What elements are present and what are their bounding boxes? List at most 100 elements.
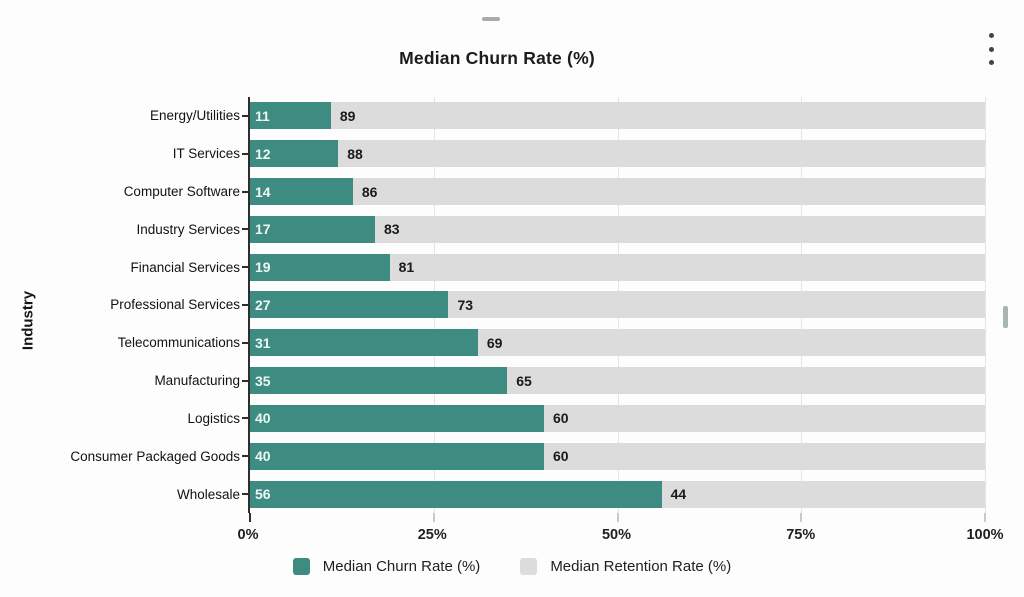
churn-bar-segment[interactable]: 27 <box>250 291 449 319</box>
churn-bar-segment[interactable]: 56 <box>250 480 662 508</box>
legend-swatch-retention-icon <box>520 558 538 575</box>
kebab-dot <box>988 46 994 52</box>
scrollbar-thumb[interactable] <box>1003 306 1008 328</box>
y-axis-tick <box>242 417 249 420</box>
bar-row: Industry Services 17 83 <box>136 210 985 248</box>
bar-row: Manufacturing 35 65 <box>154 362 985 400</box>
retention-bar-segment[interactable]: 69 <box>477 329 985 357</box>
churn-value-label: 31 <box>255 334 271 351</box>
category-label: Professional Services <box>110 297 240 313</box>
bar-row: Financial Services 19 81 <box>130 248 985 286</box>
retention-value-label: 65 <box>516 372 532 389</box>
x-axis-tick-labels: 0% 25% 50% 75% 100% <box>238 527 1004 547</box>
y-axis-tick <box>242 114 249 117</box>
retention-bar-segment[interactable]: 83 <box>374 215 985 243</box>
retention-value-label: 60 <box>553 410 569 427</box>
churn-bar-segment[interactable]: 14 <box>250 178 353 206</box>
x-axis-tick <box>432 513 435 522</box>
x-axis-ticks <box>249 513 986 523</box>
category-label: Consumer Packaged Goods <box>70 448 240 464</box>
category-label: Computer Software <box>123 184 240 200</box>
x-axis-tick <box>800 513 803 522</box>
churn-bar-segment[interactable]: 19 <box>250 253 390 281</box>
bar-track: 40 60 <box>250 404 985 432</box>
bar-track: 35 65 <box>250 367 985 395</box>
churn-bar-segment[interactable]: 11 <box>250 102 331 130</box>
category-label: Financial Services <box>130 259 240 275</box>
churn-value-label: 11 <box>255 107 270 124</box>
y-axis-tick <box>242 379 249 382</box>
x-axis-tick <box>984 513 986 522</box>
churn-bar-segment[interactable]: 40 <box>250 404 544 432</box>
legend-label-churn: Median Churn Rate (%) <box>322 558 481 575</box>
retention-value-label: 86 <box>361 183 378 200</box>
churn-bar-segment[interactable]: 40 <box>250 442 544 470</box>
bar-row: Logistics 40 60 <box>187 400 985 438</box>
retention-bar-segment[interactable]: 88 <box>338 140 985 168</box>
bar-row: Telecommunications 31 69 <box>118 324 985 362</box>
retention-value-label: 88 <box>347 145 363 162</box>
category-label: Logistics <box>187 410 240 426</box>
bar-row: Professional Services 27 73 <box>110 286 985 324</box>
retention-value-label: 81 <box>398 259 415 276</box>
y-axis-tick <box>242 266 249 269</box>
retention-value-label: 44 <box>670 486 687 503</box>
kebab-dot <box>988 33 994 38</box>
retention-bar-segment[interactable]: 86 <box>352 178 985 206</box>
retention-bar-segment[interactable]: 81 <box>389 253 985 281</box>
y-axis-label: Industry <box>19 290 37 351</box>
y-axis-tick <box>242 152 249 155</box>
churn-value-label: 17 <box>255 221 271 238</box>
y-axis-tick <box>242 190 249 193</box>
churn-value-label: 19 <box>255 259 271 276</box>
retention-bar-segment[interactable]: 60 <box>544 404 985 432</box>
bar-track: 17 83 <box>250 215 985 243</box>
churn-bar-segment[interactable]: 35 <box>250 367 508 395</box>
churn-value-label: 35 <box>255 372 271 389</box>
churn-value-label: 14 <box>255 183 271 200</box>
retention-bar-segment[interactable]: 44 <box>661 480 985 508</box>
bar-row: Wholesale 56 44 <box>177 475 985 513</box>
retention-value-label: 73 <box>457 296 474 313</box>
churn-bar-segment[interactable]: 12 <box>250 140 339 168</box>
legend-item-churn[interactable]: Median Churn Rate (%) <box>292 558 481 575</box>
y-axis-tick <box>242 341 249 344</box>
kebab-menu-icon[interactable] <box>984 33 998 65</box>
x-axis-tick <box>249 513 251 522</box>
legend-item-retention[interactable]: Median Retention Rate (%) <box>520 558 731 575</box>
churn-value-label: 12 <box>255 145 271 162</box>
retention-bar-segment[interactable]: 65 <box>507 367 985 395</box>
x-tick-label: 75% <box>786 527 816 543</box>
retention-bar-segment[interactable]: 89 <box>330 102 985 130</box>
retention-bar-segment[interactable]: 60 <box>544 442 985 470</box>
bar-track: 11 89 <box>250 102 985 130</box>
y-axis-tick <box>242 493 249 496</box>
plot-area: Energy/Utilities 11 89 IT Services 12 88 Compu… <box>70 97 986 522</box>
category-label: Manufacturing <box>154 373 240 389</box>
x-tick-label: 25% <box>417 527 447 543</box>
chart-title: Median Churn Rate (%) <box>399 48 595 68</box>
y-axis-tick <box>242 303 249 306</box>
churn-value-label: 27 <box>255 296 271 313</box>
category-label: Industry Services <box>136 221 240 237</box>
bar-track: 19 81 <box>250 253 985 281</box>
bar-row: IT Services 12 88 <box>173 135 985 173</box>
churn-bar-segment[interactable]: 31 <box>250 329 478 357</box>
category-label: IT Services <box>172 146 240 162</box>
churn-bar-segment[interactable]: 17 <box>250 215 375 243</box>
y-axis-tick <box>242 228 249 231</box>
legend-swatch-churn-icon <box>292 558 310 575</box>
bar-track: 12 88 <box>250 140 985 168</box>
bar-row: Energy/Utilities 11 89 <box>150 97 985 135</box>
retention-value-label: 60 <box>553 448 569 465</box>
retention-bar-segment[interactable]: 73 <box>448 291 985 319</box>
churn-value-label: 40 <box>255 410 271 427</box>
legend-label-retention: Median Retention Rate (%) <box>550 558 732 575</box>
bar-track: 40 60 <box>250 442 985 470</box>
bar-track: 14 86 <box>250 178 985 206</box>
category-label: Wholesale <box>176 486 240 502</box>
retention-value-label: 89 <box>339 107 356 124</box>
churn-value-label: 40 <box>255 448 271 465</box>
legend: Median Churn Rate (%) Median Retention R… <box>0 558 1024 575</box>
